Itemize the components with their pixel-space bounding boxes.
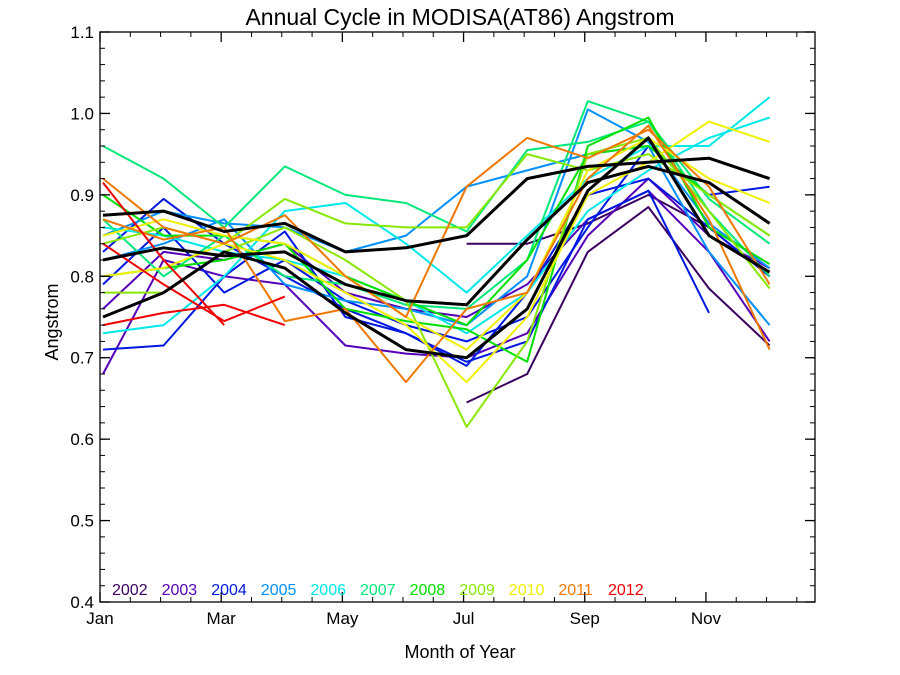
y-tick-label-6: 1.0 — [70, 104, 94, 123]
plot-frame — [99, 31, 816, 603]
x-tick-label-nov: Nov — [691, 609, 722, 628]
y-tick-label-0: 0.4 — [70, 593, 94, 612]
legend-item-2009: 2009 — [459, 582, 495, 599]
series-layer — [102, 96, 771, 428]
series-line-2012-23 — [102, 242, 286, 323]
x-tick-label-jul: Jul — [453, 609, 475, 628]
y-tick-label-7: 1.1 — [70, 23, 94, 42]
series-line-2006-10 — [102, 116, 770, 335]
legend-item-2011: 2011 — [558, 582, 593, 599]
x-tick-label-mar: Mar — [207, 609, 237, 628]
series-line-2007-12 — [102, 100, 771, 310]
legend-item-2004: 2004 — [211, 582, 247, 599]
legend-item-2010: 2010 — [509, 582, 545, 599]
series-line-2012-22 — [102, 303, 286, 327]
y-tick-label-1: 0.5 — [70, 512, 94, 531]
legend: 2002 2003 2004 2005 2006 2007 2008 2009 2010 2011… — [112, 582, 644, 599]
x-tick-label-may: May — [326, 609, 359, 628]
series-line-2010-18 — [102, 136, 770, 351]
y-tick-label-4: 0.8 — [70, 267, 94, 286]
legend-item-2003: 2003 — [162, 582, 198, 599]
series-line-2002-0 — [466, 206, 771, 404]
series-line-black-25 — [102, 164, 771, 307]
series-line-2011-19 — [102, 128, 771, 318]
legend-item-2006: 2006 — [310, 582, 346, 599]
series-line-black-24 — [102, 156, 771, 254]
series-line-2005-7 — [102, 145, 771, 326]
legend-item-2008: 2008 — [410, 582, 446, 599]
chart-title: Annual Cycle in MODISA(AT86) Angstrom — [245, 4, 674, 30]
x-tick-label-jan: Jan — [86, 609, 113, 628]
x-axis-label: Month of Year — [404, 642, 515, 662]
y-tick-label-3: 0.7 — [70, 349, 94, 368]
series-line-2008-13 — [102, 116, 771, 363]
y-axis-label: Angstrom — [42, 283, 62, 360]
y-tick-label-5: 0.9 — [70, 186, 94, 205]
legend-item-2005: 2005 — [261, 582, 297, 599]
series-line-2003-2 — [102, 177, 771, 375]
series-line-2006-9 — [102, 96, 771, 335]
series-line-black-26 — [102, 136, 771, 360]
legend-item-2007: 2007 — [360, 582, 396, 599]
legend-item-2002: 2002 — [112, 582, 148, 599]
x-tick-label-sep: Sep — [570, 609, 600, 628]
series-line-2012-21 — [102, 181, 225, 326]
legend-item-2012: 2012 — [608, 582, 644, 599]
y-tick-label-2: 0.6 — [70, 430, 94, 449]
axes-layer: 0.4 0.5 0.6 0.7 0.8 0.9 1.0 1.1 Jan Mar May Jul Sep N… — [70, 23, 816, 628]
